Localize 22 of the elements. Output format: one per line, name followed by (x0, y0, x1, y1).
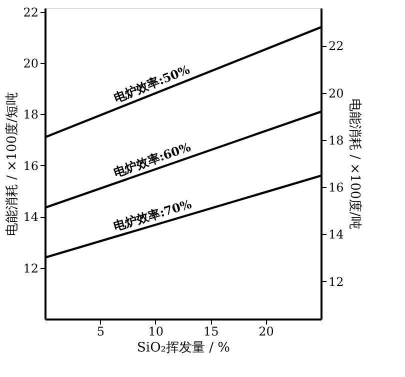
y2-tick-label: 20 (328, 86, 344, 100)
y-tick-label: 20 (23, 56, 38, 71)
x-tick-label: 10 (148, 324, 164, 338)
text: 电炉效率:60% (112, 140, 194, 180)
y-tick-label: 18 (23, 108, 38, 122)
y2-tick-label: 22 (328, 39, 344, 54)
x-tick-label: 15 (203, 324, 219, 338)
text: 电炉效率:70% (112, 196, 194, 234)
y2-tick-label: 16 (328, 180, 344, 195)
y2-tick-label: 12 (328, 274, 344, 289)
y-tick-label: 16 (23, 158, 38, 173)
y-tick-label: 22 (23, 5, 38, 20)
y2-tick-label: 18 (328, 133, 344, 148)
y-tick-label: 14 (23, 210, 39, 224)
x-axis-title: SiO₂挥发量 / % (137, 340, 230, 356)
x-tick-label: 5 (96, 324, 105, 338)
y-axis-title: 电能消耗 / ×100度/短吨 (4, 92, 20, 236)
y-tick-label: 12 (23, 261, 38, 276)
text: 电炉效率:50% (112, 62, 192, 106)
y2-axis-title: 电能消耗 / ×100度/吨 (346, 98, 363, 230)
y2-tick-label: 14 (328, 228, 344, 242)
x-tick-label: 20 (258, 324, 274, 338)
